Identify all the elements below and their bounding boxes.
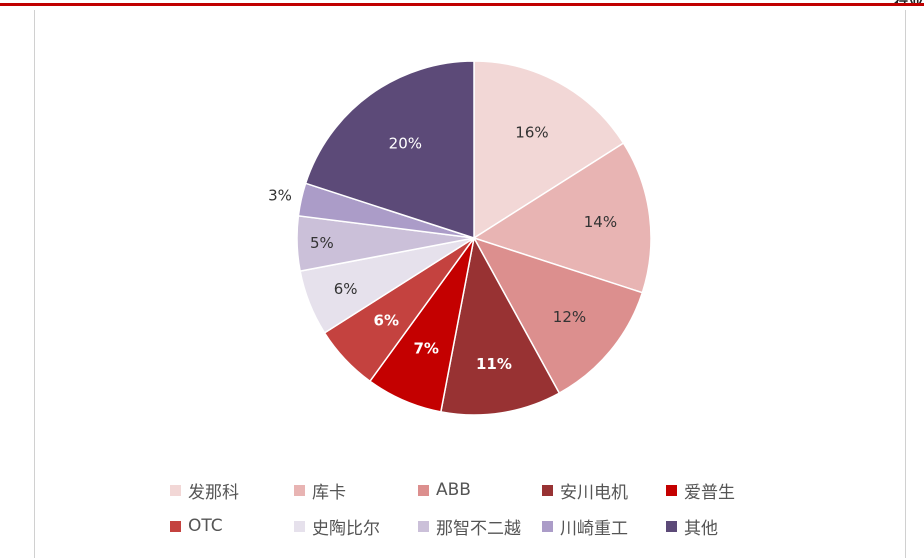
legend-swatch: [170, 484, 181, 496]
chart-legend: 发那科 库卡 ABB 安川电机 爱普生 OTC 史陶比尔 那智不二越 川崎重工 其他: [170, 478, 790, 539]
legend-label: 其他: [684, 518, 718, 539]
pie-slice-1: [473, 60, 625, 240]
legend-item-5: 爱普生: [666, 478, 790, 503]
legend-swatch: [170, 520, 181, 532]
header-corner-text: 行业: [894, 0, 924, 3]
legend-swatch: [418, 484, 429, 496]
data-label-3: 12%: [553, 308, 586, 326]
legend-label: 那智不二越: [436, 518, 521, 539]
legend-item-10: 其他: [666, 514, 790, 539]
pie-slice-2: [472, 142, 652, 294]
legend-swatch: [666, 520, 677, 532]
legend-item-4: 安川电机: [542, 478, 666, 503]
legend-swatch: [542, 520, 553, 532]
data-label-5: 7%: [413, 339, 438, 357]
legend-swatch: [542, 484, 553, 496]
legend-swatch: [666, 484, 677, 496]
legend-label: OTC: [188, 516, 223, 536]
legend-label: 史陶比尔: [312, 518, 380, 539]
data-label-6: 6%: [374, 311, 399, 329]
legend-item-9: 川崎重工: [542, 514, 666, 539]
legend-swatch: [294, 484, 305, 496]
data-label-1: 16%: [515, 124, 548, 142]
data-label-2: 14%: [584, 213, 617, 231]
data-label-7: 6%: [334, 280, 358, 298]
legend-item-3: ABB: [418, 478, 542, 502]
legend-swatch: [294, 520, 305, 532]
legend-label: ABB: [436, 480, 471, 500]
legend-item-8: 那智不二越: [418, 514, 542, 539]
legend-item-1: 发那科: [170, 478, 294, 503]
data-label-4: 11%: [476, 355, 512, 373]
legend-label: 发那科: [188, 482, 239, 503]
pie-slice-3: [472, 236, 644, 395]
legend-swatch: [418, 520, 429, 532]
data-label-8: 5%: [310, 234, 334, 252]
header-rule: [0, 3, 924, 6]
legend-item-7: 史陶比尔: [294, 514, 418, 539]
chart-frame: [34, 10, 906, 558]
legend-label: 爱普生: [684, 482, 735, 503]
pie-data-labels: 16% 14% 12% 11% 7% 6% 6% 5% 3% 20%: [268, 124, 617, 373]
legend-item-2: 库卡: [294, 478, 418, 503]
pie-slices: [296, 60, 652, 416]
pie-slice-10: [304, 60, 475, 240]
legend-label: 库卡: [312, 482, 346, 503]
legend-label: 川崎重工: [560, 518, 628, 539]
pie-slice-4: [439, 235, 561, 416]
data-label-9: 3%: [268, 187, 292, 205]
legend-label: 安川电机: [560, 482, 628, 503]
data-label-10: 20%: [389, 134, 422, 152]
legend-item-6: OTC: [170, 514, 294, 538]
